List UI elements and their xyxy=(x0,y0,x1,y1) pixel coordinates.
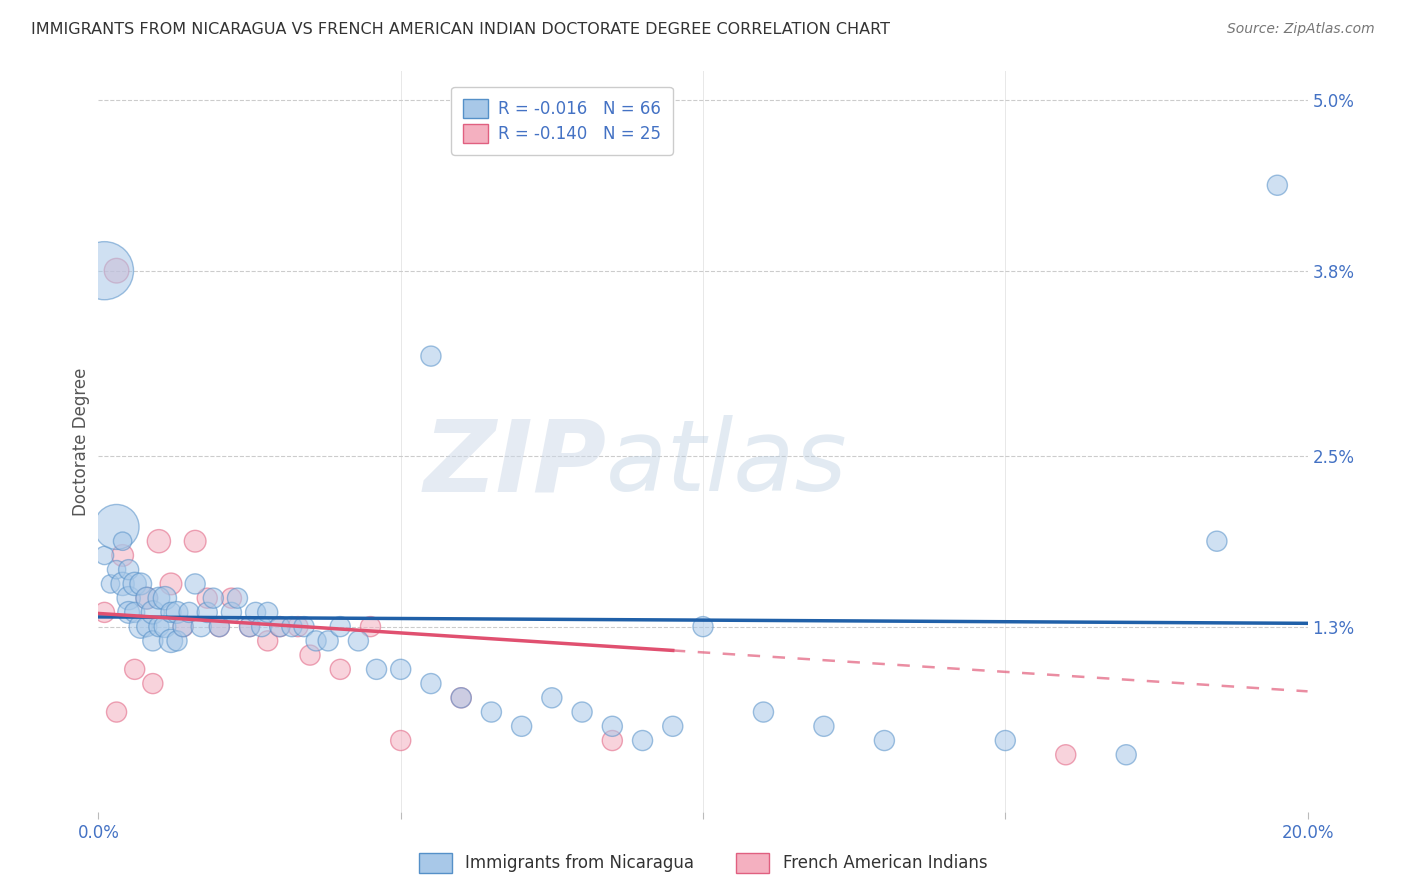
Point xyxy=(450,690,472,705)
Point xyxy=(269,620,291,634)
Point xyxy=(195,591,218,606)
Point xyxy=(347,633,370,648)
Point xyxy=(299,648,322,662)
Point xyxy=(124,662,146,676)
Point xyxy=(160,577,183,591)
Point xyxy=(142,606,165,620)
Point xyxy=(994,733,1017,747)
Point xyxy=(135,620,157,634)
Point xyxy=(111,549,134,563)
Point xyxy=(281,620,304,634)
Legend: R = -0.016   N = 66, R = -0.140   N = 25: R = -0.016 N = 66, R = -0.140 N = 25 xyxy=(451,87,672,155)
Point xyxy=(153,620,176,634)
Point xyxy=(142,676,165,690)
Point xyxy=(118,563,141,577)
Point xyxy=(184,534,207,549)
Point xyxy=(269,620,291,634)
Text: IMMIGRANTS FROM NICARAGUA VS FRENCH AMERICAN INDIAN DOCTORATE DEGREE CORRELATION: IMMIGRANTS FROM NICARAGUA VS FRENCH AMER… xyxy=(31,22,890,37)
Point xyxy=(148,620,170,634)
Text: Source: ZipAtlas.com: Source: ZipAtlas.com xyxy=(1227,22,1375,37)
Point xyxy=(360,620,382,634)
Point xyxy=(752,705,775,719)
Point xyxy=(602,719,624,733)
Text: ZIP: ZIP xyxy=(423,416,606,512)
Point xyxy=(256,633,278,648)
Point xyxy=(111,534,134,549)
Point xyxy=(148,591,170,606)
Point xyxy=(190,620,212,634)
Point xyxy=(124,577,146,591)
Point xyxy=(250,620,273,634)
Point xyxy=(105,263,128,277)
Point xyxy=(105,520,128,534)
Point xyxy=(166,606,188,620)
Point xyxy=(631,733,654,747)
Point xyxy=(221,591,243,606)
Point xyxy=(661,719,683,733)
Point xyxy=(481,705,503,719)
Point xyxy=(510,719,533,733)
Point xyxy=(160,606,183,620)
Point xyxy=(1115,747,1137,762)
Point xyxy=(540,690,562,705)
Legend: Immigrants from Nicaragua, French American Indians: Immigrants from Nicaragua, French Americ… xyxy=(412,847,994,880)
Point xyxy=(93,263,115,277)
Point xyxy=(813,719,835,733)
Point xyxy=(1054,747,1077,762)
Text: atlas: atlas xyxy=(606,416,848,512)
Point xyxy=(1206,534,1229,549)
Point xyxy=(93,606,115,620)
Y-axis label: Doctorate Degree: Doctorate Degree xyxy=(72,368,90,516)
Point xyxy=(420,676,443,690)
Point xyxy=(129,577,152,591)
Point xyxy=(142,633,165,648)
Point xyxy=(148,534,170,549)
Point xyxy=(366,662,388,676)
Point xyxy=(208,620,231,634)
Point xyxy=(172,620,194,634)
Point xyxy=(305,633,328,648)
Point xyxy=(202,591,225,606)
Point xyxy=(692,620,714,634)
Point xyxy=(389,733,412,747)
Point xyxy=(111,577,134,591)
Point xyxy=(287,620,309,634)
Point xyxy=(450,690,472,705)
Point xyxy=(208,620,231,634)
Point xyxy=(239,620,262,634)
Point xyxy=(93,549,115,563)
Point xyxy=(292,620,315,634)
Point xyxy=(221,606,243,620)
Point xyxy=(316,633,339,648)
Point xyxy=(105,563,128,577)
Point xyxy=(100,577,122,591)
Point xyxy=(226,591,249,606)
Point xyxy=(172,620,194,634)
Point xyxy=(124,606,146,620)
Point xyxy=(245,606,267,620)
Point xyxy=(135,591,157,606)
Point xyxy=(166,633,188,648)
Point xyxy=(184,577,207,591)
Point xyxy=(160,633,183,648)
Point xyxy=(105,705,128,719)
Point xyxy=(118,606,141,620)
Point xyxy=(153,591,176,606)
Point xyxy=(256,606,278,620)
Point xyxy=(118,591,141,606)
Point xyxy=(135,591,157,606)
Point xyxy=(1267,178,1289,193)
Point xyxy=(873,733,896,747)
Point xyxy=(420,349,443,363)
Point xyxy=(602,733,624,747)
Point xyxy=(571,705,593,719)
Point xyxy=(329,662,352,676)
Point xyxy=(129,620,152,634)
Point xyxy=(389,662,412,676)
Point xyxy=(239,620,262,634)
Point xyxy=(195,606,218,620)
Point xyxy=(329,620,352,634)
Point xyxy=(179,606,201,620)
